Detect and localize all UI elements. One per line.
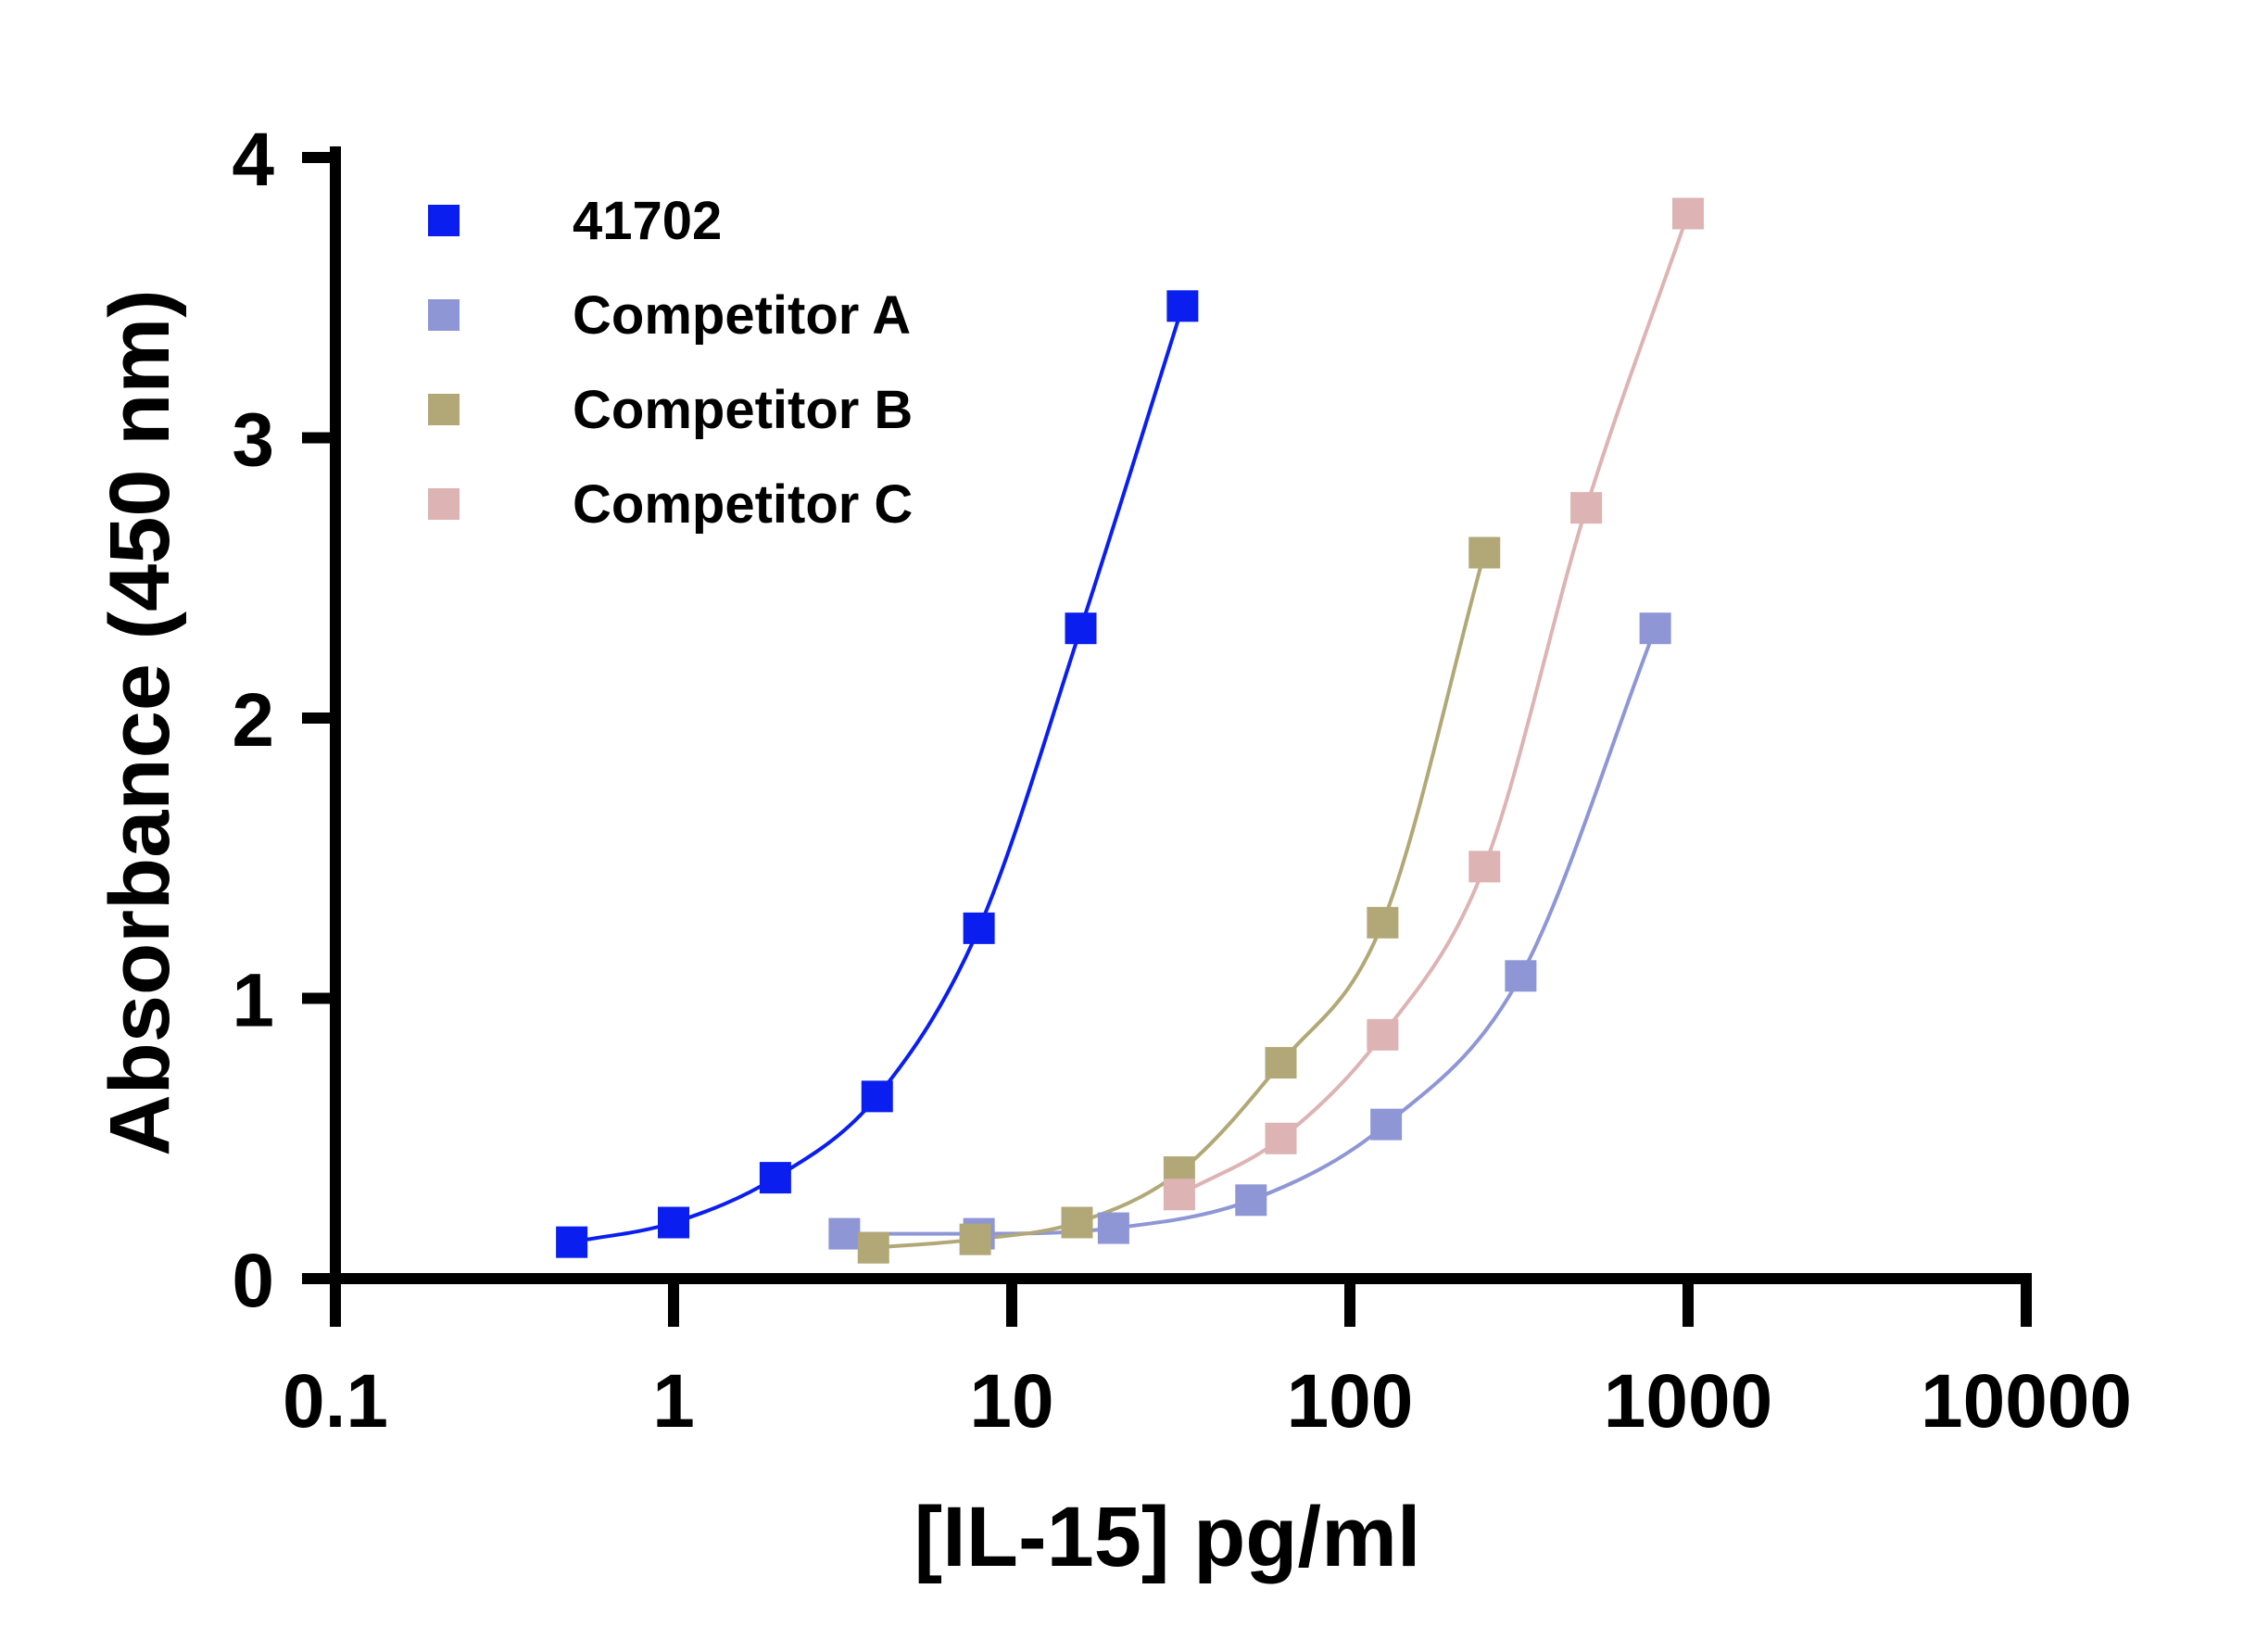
data-point: [1065, 612, 1097, 645]
fit-curve: [873, 551, 1487, 1250]
y-axis-title: Absorbance (450 nm): [93, 289, 187, 1156]
data-point: [1367, 1018, 1399, 1051]
legend-marker: [428, 394, 460, 425]
fit-curve: [571, 305, 1185, 1244]
data-point: [1639, 612, 1671, 645]
data-point: [1505, 960, 1537, 992]
legend-marker: [428, 205, 460, 236]
data-point: [1370, 1108, 1403, 1141]
data-point: [1570, 492, 1603, 524]
data-point: [1468, 536, 1501, 569]
x-tick-label: 1000: [1604, 1359, 1772, 1444]
fit-curves: [571, 212, 1690, 1250]
x-tick-label: 1: [652, 1359, 695, 1444]
y-tick-label: 2: [232, 678, 274, 763]
legend-label: Competitor B: [573, 380, 913, 440]
legend-label: Competitor C: [573, 474, 913, 535]
data-point: [1367, 906, 1399, 939]
data-points: [556, 197, 1704, 1264]
data-point: [1166, 290, 1199, 322]
data-point: [1097, 1212, 1129, 1244]
x-tick-label: 10000: [1921, 1359, 2132, 1444]
data-point: [759, 1162, 791, 1194]
data-point: [857, 1231, 889, 1264]
x-tick-label: 0.1: [283, 1359, 388, 1444]
data-point: [861, 1080, 893, 1113]
x-axis-title: [IL-15] pg/ml: [914, 1490, 1421, 1584]
data-point: [963, 912, 995, 944]
legend-marker: [428, 299, 460, 331]
data-point: [556, 1226, 588, 1258]
y-tick-label: 3: [232, 398, 274, 483]
data-point: [1265, 1122, 1297, 1154]
data-point: [828, 1217, 861, 1250]
data-point: [1265, 1047, 1297, 1079]
y-tick-label: 4: [232, 118, 274, 202]
legend: 41702 Competitor A Competitor B Competitor …: [428, 191, 913, 535]
data-point: [658, 1206, 689, 1239]
data-point: [1061, 1206, 1093, 1239]
data-point: [1468, 851, 1501, 883]
axes: 0 1 2 3 4 0.1 1 10 100 1000 10000: [232, 118, 2132, 1444]
data-point: [1163, 1179, 1195, 1211]
y-tick-label: 1: [232, 959, 274, 1043]
data-point: [959, 1223, 991, 1255]
x-tick-label: 10: [969, 1359, 1053, 1444]
x-tick-label: 100: [1287, 1359, 1414, 1444]
data-point: [1235, 1184, 1267, 1217]
fit-curve: [1178, 212, 1690, 1197]
y-tick-label: 0: [232, 1239, 274, 1323]
data-point: [1672, 197, 1704, 230]
legend-label: Competitor A: [573, 285, 911, 346]
legend-marker: [428, 488, 460, 520]
legend-label: 41702: [573, 191, 722, 251]
